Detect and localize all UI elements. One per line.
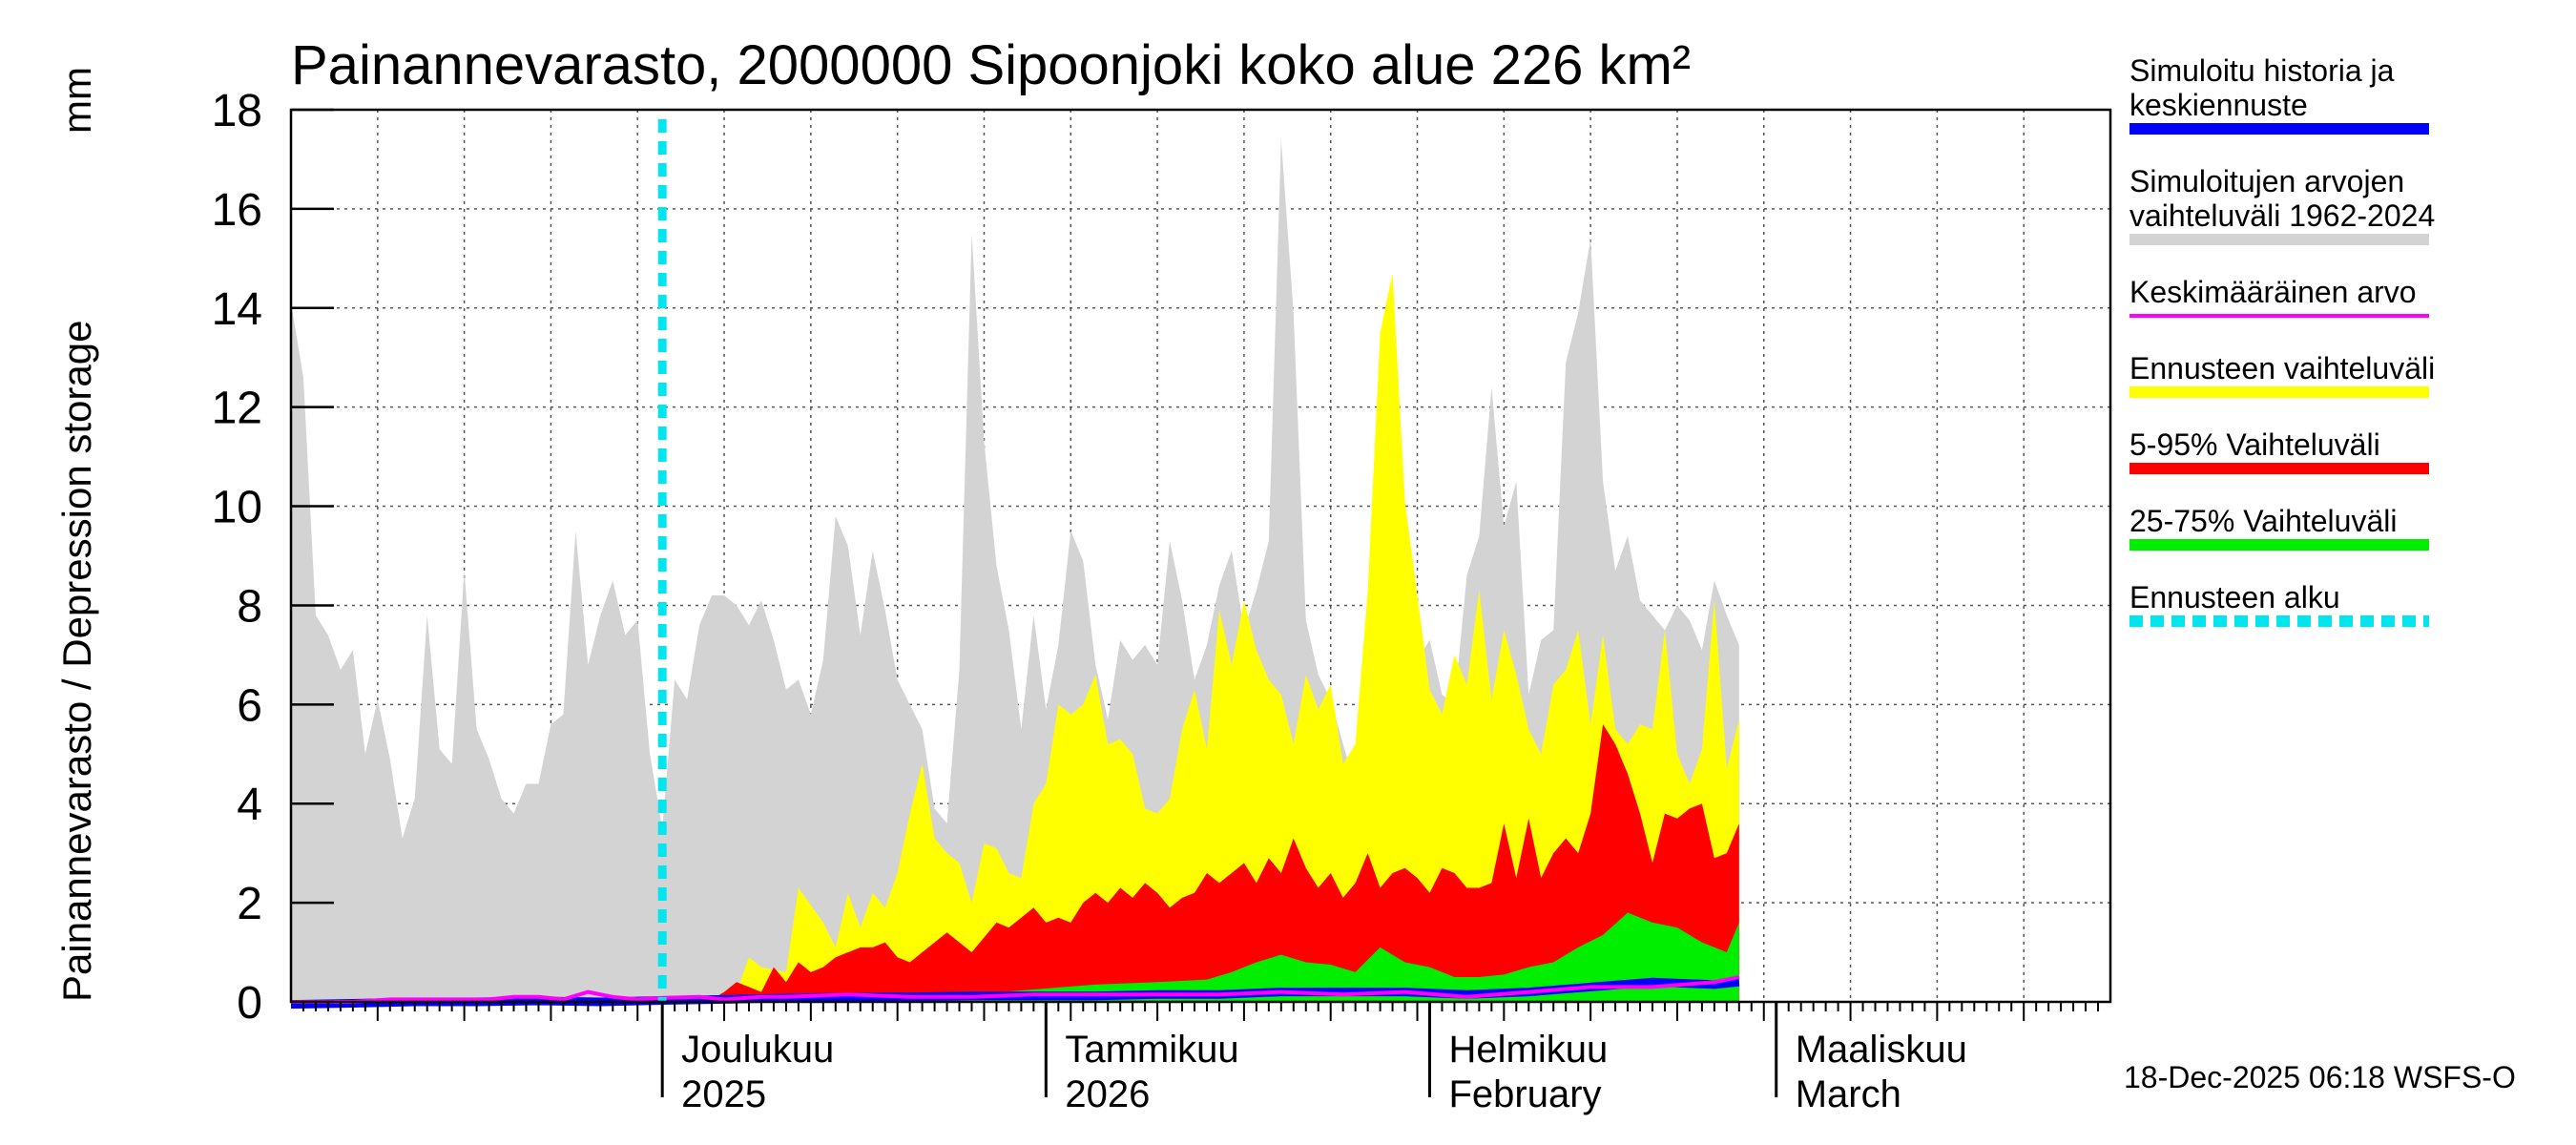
y-tick-label: 18 bbox=[212, 86, 262, 136]
legend-label: Simuloitu historia ja bbox=[2129, 53, 2395, 88]
y-tick-label: 14 bbox=[212, 284, 262, 335]
y-tick-label: 16 bbox=[212, 185, 262, 236]
legend-label: 5-95% Vaihteluväli bbox=[2129, 427, 2380, 462]
chart-title: Painannevarasto, 2000000 Sipoonjoki koko… bbox=[291, 34, 1691, 96]
x-month-label-line2: February bbox=[1448, 1073, 1601, 1115]
x-month-label-line2: March bbox=[1796, 1073, 1901, 1115]
area-5-95-vaihteluv-li bbox=[662, 724, 1739, 1002]
y-tick-label: 4 bbox=[237, 780, 262, 830]
timestamp-footer: 18-Dec-2025 06:18 WSFS-O bbox=[2124, 1060, 2516, 1094]
legend-label: Keskimääräinen arvo bbox=[2129, 275, 2417, 309]
legend-label: Ennusteen alku bbox=[2129, 580, 2340, 614]
y-tick-label: 10 bbox=[212, 483, 262, 533]
axes bbox=[289, 108, 2112, 1097]
x-month-label-line1: Helmikuu bbox=[1448, 1029, 1608, 1071]
area-25-75-vaihteluv-li bbox=[662, 912, 1739, 1002]
y-axis-label: Painannevarasto / Depression storage bbox=[54, 321, 99, 1002]
x-month-label-line1: Tammikuu bbox=[1065, 1029, 1238, 1071]
y-tick-label: 12 bbox=[212, 384, 262, 434]
x-month-label-line2: 2026 bbox=[1065, 1073, 1150, 1115]
x-month-label-line1: Maaliskuu bbox=[1796, 1029, 1967, 1071]
legend-label: keskiennuste bbox=[2129, 88, 2308, 122]
y-tick-label: 8 bbox=[237, 581, 262, 632]
legend-label: vaihteluväli 1962-2024 bbox=[2129, 198, 2435, 233]
legend-label: Ennusteen vaihteluväli bbox=[2129, 351, 2435, 385]
y-axis-unit: mm bbox=[54, 67, 99, 134]
legend-label: 25-75% Vaihteluväli bbox=[2129, 504, 2397, 538]
x-month-label-line1: Joulukuu bbox=[681, 1029, 834, 1071]
y-tick-label: 6 bbox=[237, 680, 262, 731]
series-areas bbox=[291, 139, 1739, 1003]
x-month-label-line2: 2025 bbox=[681, 1073, 766, 1115]
area-ennusteen-vaihteluv-li bbox=[662, 273, 1739, 1003]
line-keskim-r-inen-arvo bbox=[291, 975, 1740, 1004]
y-tick-labels: 0 2 4 6 8 10 12 14 16 18 bbox=[212, 86, 262, 1029]
y-tick-label: 0 bbox=[237, 978, 262, 1029]
plot-frame bbox=[289, 108, 2112, 1004]
y-tick-label: 2 bbox=[237, 879, 262, 929]
legend-label: Simuloitujen arvojen bbox=[2129, 164, 2404, 198]
